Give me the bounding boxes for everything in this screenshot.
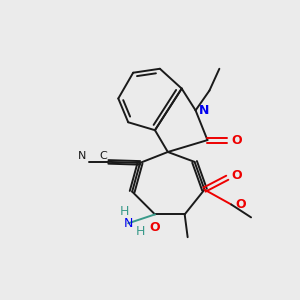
Text: N: N (199, 104, 209, 117)
Text: O: O (231, 134, 242, 147)
Text: O: O (150, 221, 160, 234)
Text: H: H (120, 205, 129, 218)
Text: C: C (100, 151, 107, 161)
Text: O: O (231, 169, 242, 182)
Text: O: O (235, 198, 246, 211)
Text: N: N (78, 151, 87, 161)
Text: H: H (135, 225, 145, 238)
Text: N: N (124, 217, 133, 230)
